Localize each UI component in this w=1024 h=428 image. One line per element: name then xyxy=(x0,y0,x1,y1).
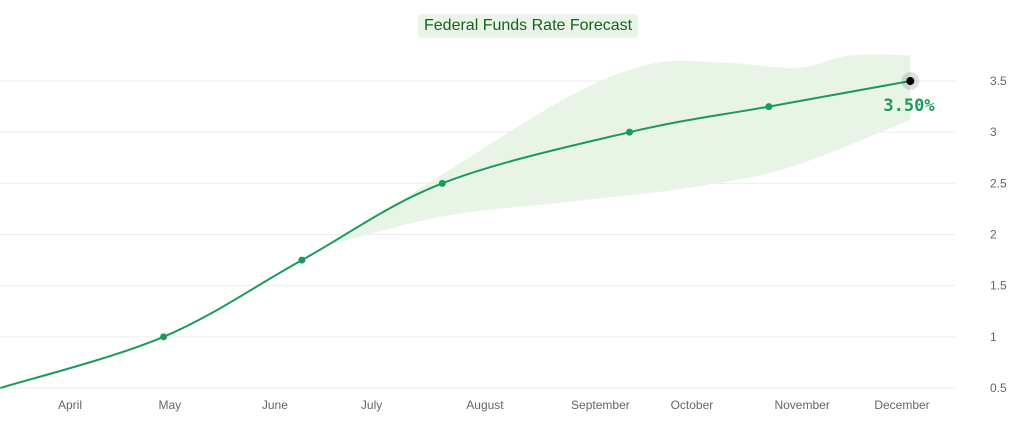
x-tick-label: June xyxy=(262,398,288,412)
x-tick-label: April xyxy=(58,398,82,412)
y-tick-label: 0.5 xyxy=(990,381,1007,395)
x-tick-label: December xyxy=(874,398,929,412)
x-tick-label: September xyxy=(571,398,630,412)
y-tick-label: 1.5 xyxy=(990,279,1007,293)
data-point xyxy=(160,333,168,341)
y-tick-label: 2.5 xyxy=(990,176,1007,190)
value-annotation: 3.50% xyxy=(883,96,935,116)
data-point-last xyxy=(906,77,915,86)
x-tick-label: July xyxy=(361,398,382,412)
x-tick-label: August xyxy=(466,398,504,412)
y-tick-label: 2 xyxy=(990,228,997,242)
x-tick-label: October xyxy=(671,398,714,412)
data-point xyxy=(765,103,773,111)
data-point xyxy=(298,256,306,264)
y-tick-label: 1 xyxy=(990,330,997,344)
data-point xyxy=(438,179,446,187)
data-point xyxy=(626,128,634,136)
y-tick-label: 3.5 xyxy=(990,74,1007,88)
x-tick-label: November xyxy=(774,398,829,412)
confidence-band xyxy=(330,54,911,245)
chart-title: Federal Funds Rate Forecast xyxy=(418,14,639,38)
x-tick-label: May xyxy=(159,398,182,412)
y-tick-label: 3 xyxy=(990,125,997,139)
